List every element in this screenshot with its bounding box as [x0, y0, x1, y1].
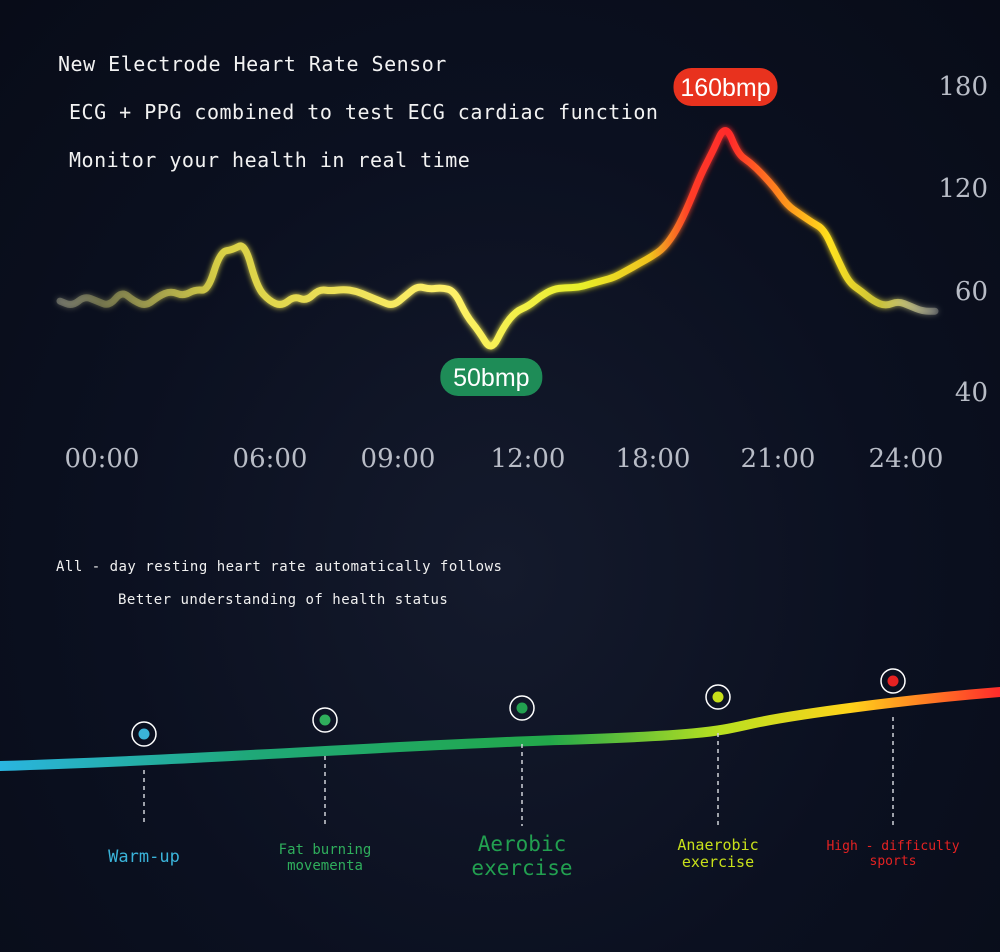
- x-tick-label: 06:00: [233, 444, 308, 474]
- min-value-label: 50bmp: [453, 364, 529, 392]
- zone-marker: [312, 707, 338, 826]
- y-tick-label: 180: [938, 72, 988, 102]
- x-tick-label: 18:00: [616, 444, 691, 474]
- y-tick-label: 120: [938, 174, 988, 204]
- zone-marker: [880, 668, 906, 826]
- zone-label: Aerobic exercise: [471, 832, 573, 881]
- tagline-line-1: All - day resting heart rate automatical…: [56, 559, 503, 575]
- x-tick-label: 09:00: [361, 444, 436, 474]
- intro-line-1: New Electrode Heart Rate Sensor: [58, 52, 447, 76]
- zone-label: Fat burning movementa: [278, 842, 372, 875]
- heart-rate-line: [56, 127, 939, 350]
- intro-line-2: ECG + PPG combined to test ECG cardiac f…: [69, 100, 659, 124]
- intensity-curve: [0, 687, 1000, 771]
- min-value-badge: 50bmp: [440, 358, 543, 396]
- zone-marker: [705, 684, 731, 826]
- intro-line-3: Monitor your health in real time: [69, 148, 471, 172]
- zone-label: High - difficulty sports: [826, 839, 960, 869]
- y-tick-label: 40: [955, 378, 988, 408]
- y-tick-label: 60: [955, 277, 988, 307]
- x-tick-label: 24:00: [869, 444, 944, 474]
- x-tick-label: 12:00: [491, 444, 566, 474]
- max-value-label: 160bmp: [680, 74, 770, 102]
- max-value-badge: 160bmp: [673, 68, 778, 106]
- tagline-line-2: Better understanding of health status: [118, 592, 449, 608]
- zone-marker: [131, 721, 157, 826]
- zone-label: Anaerobic exercise: [677, 836, 759, 872]
- zone-marker: [509, 695, 535, 826]
- x-tick-label: 00:00: [65, 444, 140, 474]
- zone-label: Warm-up: [108, 847, 180, 867]
- x-tick-label: 21:00: [741, 444, 816, 474]
